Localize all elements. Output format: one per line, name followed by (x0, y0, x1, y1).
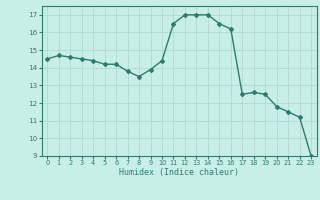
X-axis label: Humidex (Indice chaleur): Humidex (Indice chaleur) (119, 168, 239, 177)
